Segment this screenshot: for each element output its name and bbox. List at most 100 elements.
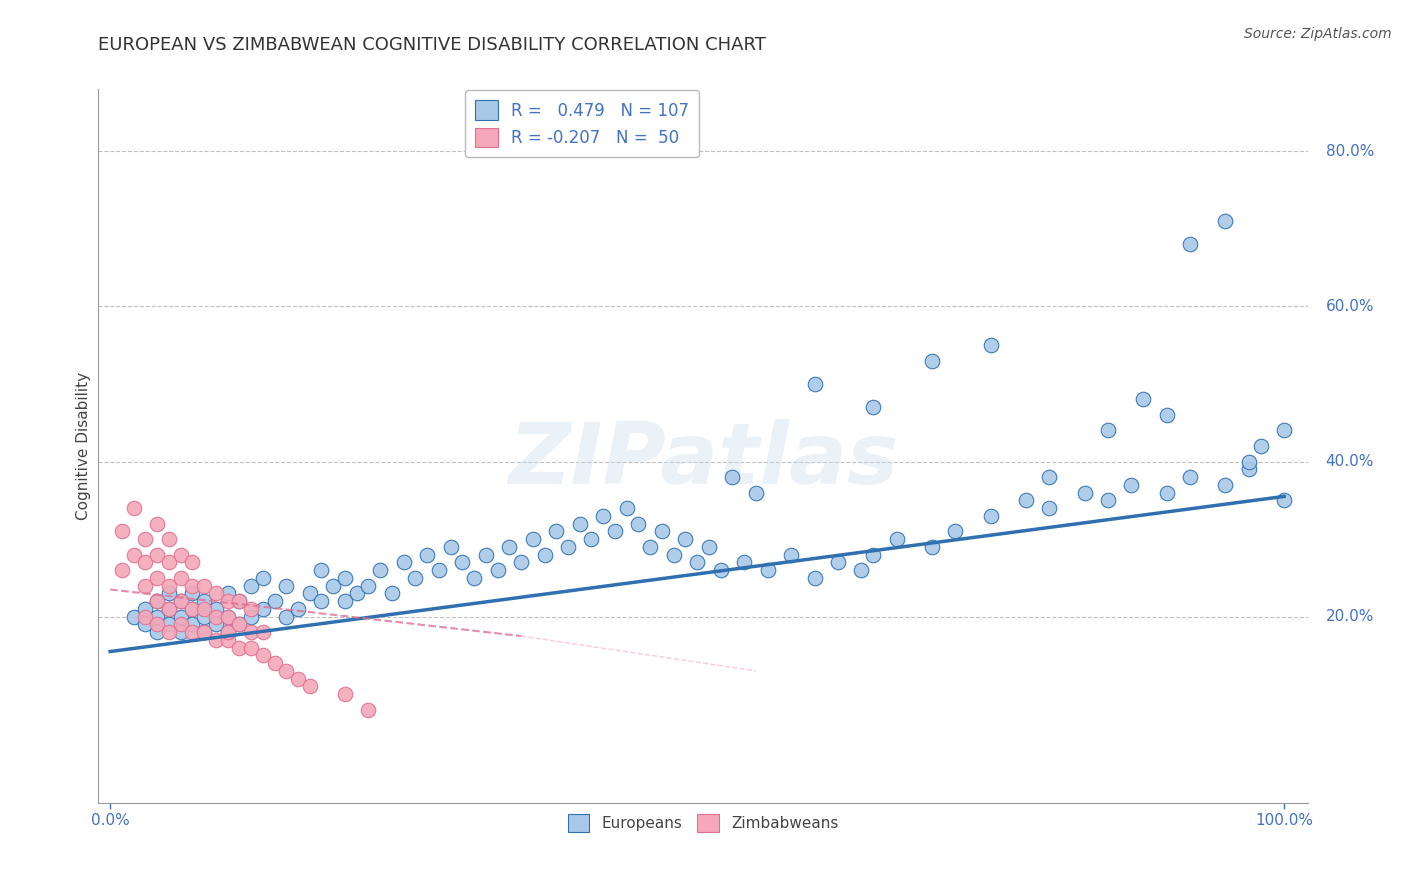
Text: 40.0%: 40.0% xyxy=(1326,454,1374,469)
Point xyxy=(252,602,274,616)
Point xyxy=(498,540,520,554)
Point xyxy=(921,353,943,368)
Point xyxy=(146,594,169,608)
Point xyxy=(134,609,156,624)
Point xyxy=(980,508,1002,523)
Point xyxy=(1237,462,1260,476)
Point xyxy=(181,586,204,600)
Point xyxy=(240,640,263,655)
Point xyxy=(157,532,180,546)
Point xyxy=(662,548,685,562)
Point xyxy=(557,540,579,554)
Point xyxy=(181,579,204,593)
Point xyxy=(111,563,134,577)
Point xyxy=(1073,485,1095,500)
Point xyxy=(546,524,568,539)
Text: ZIPatlas: ZIPatlas xyxy=(508,418,898,502)
Point xyxy=(475,548,498,562)
Point xyxy=(181,555,204,569)
Point xyxy=(862,401,884,415)
Point xyxy=(392,555,415,569)
Point xyxy=(181,602,204,616)
Point xyxy=(322,579,344,593)
Point xyxy=(298,586,321,600)
Point xyxy=(146,625,169,640)
Point xyxy=(803,571,825,585)
Point xyxy=(228,594,250,608)
Point xyxy=(204,609,226,624)
Point xyxy=(228,594,250,608)
Point xyxy=(157,579,180,593)
Point xyxy=(439,540,461,554)
Point xyxy=(204,602,226,616)
Point xyxy=(827,555,849,569)
Point xyxy=(217,594,239,608)
Point xyxy=(287,602,309,616)
Point xyxy=(240,579,263,593)
Point xyxy=(217,609,239,624)
Point xyxy=(311,594,333,608)
Point xyxy=(697,540,720,554)
Point xyxy=(381,586,404,600)
Point xyxy=(311,563,333,577)
Point xyxy=(533,548,555,562)
Point xyxy=(603,524,626,539)
Point xyxy=(1038,501,1060,516)
Point xyxy=(673,532,696,546)
Point xyxy=(217,625,239,640)
Point xyxy=(368,563,391,577)
Point xyxy=(252,648,274,663)
Point xyxy=(592,508,614,523)
Point xyxy=(146,594,169,608)
Point xyxy=(1015,493,1038,508)
Point xyxy=(686,555,709,569)
Point xyxy=(733,555,755,569)
Point xyxy=(146,548,169,562)
Point xyxy=(756,563,779,577)
Point xyxy=(181,602,204,616)
Text: 80.0%: 80.0% xyxy=(1326,144,1374,159)
Point xyxy=(181,625,204,640)
Legend: Europeans, Zimbabweans: Europeans, Zimbabweans xyxy=(561,808,845,838)
Point xyxy=(1097,493,1119,508)
Point xyxy=(980,338,1002,352)
Point xyxy=(1180,470,1202,484)
Point xyxy=(204,586,226,600)
Point xyxy=(217,625,239,640)
Point xyxy=(851,563,873,577)
Point xyxy=(1215,477,1237,491)
Point xyxy=(803,376,825,391)
Point xyxy=(1121,477,1143,491)
Point xyxy=(252,571,274,585)
Point xyxy=(1156,485,1178,500)
Point xyxy=(921,540,943,554)
Point xyxy=(1180,237,1202,252)
Point xyxy=(745,485,768,500)
Point xyxy=(404,571,426,585)
Point xyxy=(193,625,215,640)
Point xyxy=(146,571,169,585)
Point xyxy=(263,656,285,670)
Point xyxy=(1038,470,1060,484)
Point xyxy=(463,571,485,585)
Point xyxy=(193,625,215,640)
Point xyxy=(122,609,145,624)
Point xyxy=(627,516,650,531)
Point xyxy=(169,594,191,608)
Point xyxy=(134,617,156,632)
Point xyxy=(357,703,380,717)
Point xyxy=(1237,454,1260,468)
Text: EUROPEAN VS ZIMBABWEAN COGNITIVE DISABILITY CORRELATION CHART: EUROPEAN VS ZIMBABWEAN COGNITIVE DISABIL… xyxy=(98,36,766,54)
Point xyxy=(1272,424,1295,438)
Point xyxy=(346,586,368,600)
Point xyxy=(240,609,263,624)
Point xyxy=(240,625,263,640)
Point xyxy=(134,532,156,546)
Point xyxy=(157,617,180,632)
Point xyxy=(263,594,285,608)
Point xyxy=(451,555,474,569)
Text: Source: ZipAtlas.com: Source: ZipAtlas.com xyxy=(1244,27,1392,41)
Point xyxy=(157,555,180,569)
Point xyxy=(146,609,169,624)
Point xyxy=(287,672,309,686)
